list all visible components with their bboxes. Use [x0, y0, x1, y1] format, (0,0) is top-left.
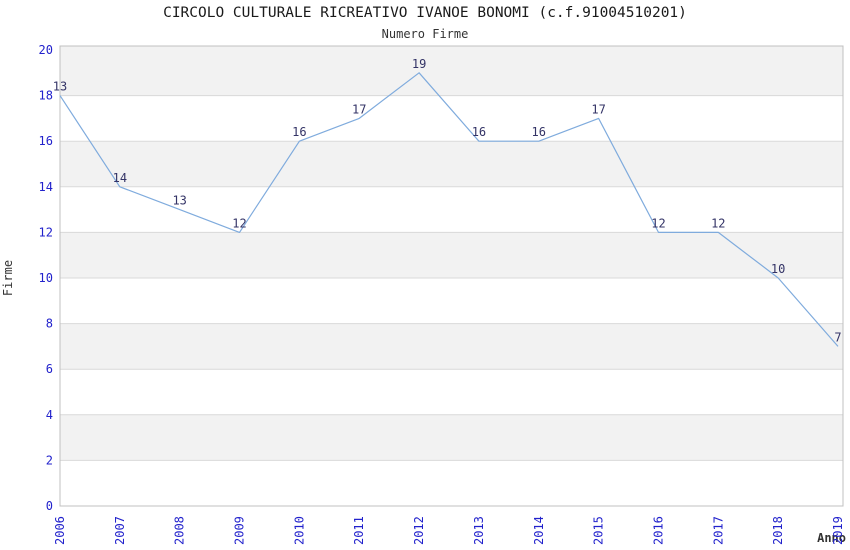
point-label: 16	[472, 125, 486, 139]
x-tick-label: 2017	[711, 516, 725, 545]
point-label: 10	[771, 262, 785, 276]
y-tick-label: 6	[46, 362, 53, 376]
point-label: 17	[352, 102, 366, 116]
plot-band	[60, 95, 843, 142]
x-tick-label: 2015	[592, 516, 606, 545]
y-tick-label: 16	[39, 134, 53, 148]
point-label: 7	[834, 330, 841, 344]
x-tick-label: 2016	[651, 516, 665, 545]
plot-band	[60, 232, 843, 278]
x-tick-label: 2010	[292, 516, 306, 545]
plot-band	[60, 186, 843, 233]
x-tick-label: 2011	[352, 516, 366, 545]
plot-band	[60, 46, 843, 96]
y-tick-label: 2	[46, 453, 53, 467]
x-tick-label: 2007	[113, 516, 127, 545]
chart-title: CIRCOLO CULTURALE RICREATIVO IVANOE BONO…	[163, 5, 687, 21]
plot-band	[60, 141, 843, 187]
point-label: 13	[172, 194, 186, 208]
y-tick-label: 8	[46, 317, 53, 331]
point-label: 16	[532, 125, 546, 139]
point-label: 12	[232, 216, 246, 230]
x-tick-label: 2019	[831, 516, 845, 545]
data-line	[59, 72, 839, 347]
x-tick-label: 2014	[532, 516, 546, 545]
y-tick-label: 20	[39, 43, 53, 57]
y-tick-label: 18	[39, 89, 53, 103]
plot-band	[60, 460, 843, 506]
plot-band	[60, 414, 843, 461]
point-label: 19	[412, 57, 426, 71]
point-label: 12	[651, 216, 665, 230]
point-label: 12	[711, 216, 725, 230]
x-tick-label: 2009	[233, 516, 247, 545]
plot-band	[60, 278, 843, 324]
plot-band	[60, 323, 843, 370]
x-tick-label: 2008	[173, 516, 187, 545]
y-tick-label: 4	[46, 408, 53, 422]
x-tick-label: 2006	[53, 516, 67, 545]
x-tick-label: 2012	[412, 516, 426, 545]
y-tick-label: 0	[46, 499, 53, 513]
point-label: 17	[591, 102, 605, 116]
point-label: 13	[53, 80, 67, 94]
x-tick-label: 2013	[472, 516, 486, 545]
x-tick-label: 2018	[771, 516, 785, 545]
point-label: 14	[113, 171, 127, 185]
y-tick-label: 12	[39, 225, 53, 239]
y-tick-label: 10	[39, 271, 53, 285]
plot-border	[59, 45, 844, 507]
point-label: 16	[292, 125, 306, 139]
plot-band	[60, 369, 843, 415]
chart-subtitle: Numero Firme	[381, 27, 469, 41]
y-tick-label: 14	[39, 180, 53, 194]
x-axis-title: Anno	[817, 531, 846, 545]
